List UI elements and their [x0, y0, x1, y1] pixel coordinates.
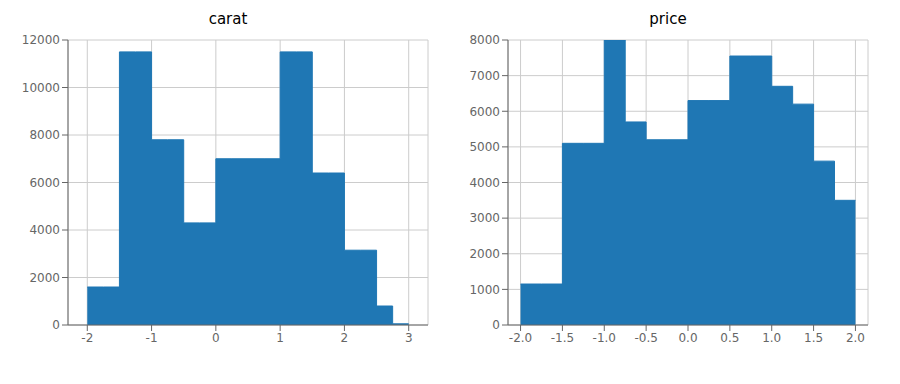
- svg-text:0: 0: [212, 331, 220, 345]
- svg-text:4000: 4000: [29, 223, 60, 237]
- svg-text:-1.5: -1.5: [551, 331, 574, 345]
- svg-text:10000: 10000: [22, 81, 60, 95]
- svg-text:-1: -1: [146, 331, 158, 345]
- svg-text:8000: 8000: [29, 128, 60, 142]
- svg-text:6000: 6000: [469, 105, 500, 119]
- svg-text:3: 3: [405, 331, 413, 345]
- svg-text:5000: 5000: [469, 140, 500, 154]
- svg-text:2: 2: [341, 331, 349, 345]
- html-text:price: price: [649, 10, 687, 28]
- svg-text:3000: 3000: [469, 211, 500, 225]
- svg-text:2.0: 2.0: [846, 331, 865, 345]
- svg-text:0.5: 0.5: [720, 331, 739, 345]
- svg-text:1.5: 1.5: [804, 331, 823, 345]
- svg-text:-0.5: -0.5: [634, 331, 657, 345]
- svg-text:1000: 1000: [469, 283, 500, 297]
- svg-text:2000: 2000: [469, 247, 500, 261]
- svg-text:-2: -2: [81, 331, 93, 345]
- svg-text:12000: 12000: [22, 33, 60, 47]
- svg-text:8000: 8000: [469, 33, 500, 47]
- html-text:carat: carat: [208, 10, 248, 28]
- svg-text:1: 1: [276, 331, 284, 345]
- svg-text:-1.0: -1.0: [593, 331, 616, 345]
- svg-text:6000: 6000: [29, 176, 60, 190]
- svg-text:7000: 7000: [469, 69, 500, 83]
- svg-text:2000: 2000: [29, 271, 60, 285]
- svg-text:-2.0: -2.0: [509, 331, 532, 345]
- svg-text:4000: 4000: [469, 176, 500, 190]
- svg-text:0: 0: [492, 318, 500, 332]
- svg-text:0.0: 0.0: [678, 331, 697, 345]
- svg-text:0: 0: [52, 318, 60, 332]
- svg-text:1.0: 1.0: [762, 331, 781, 345]
